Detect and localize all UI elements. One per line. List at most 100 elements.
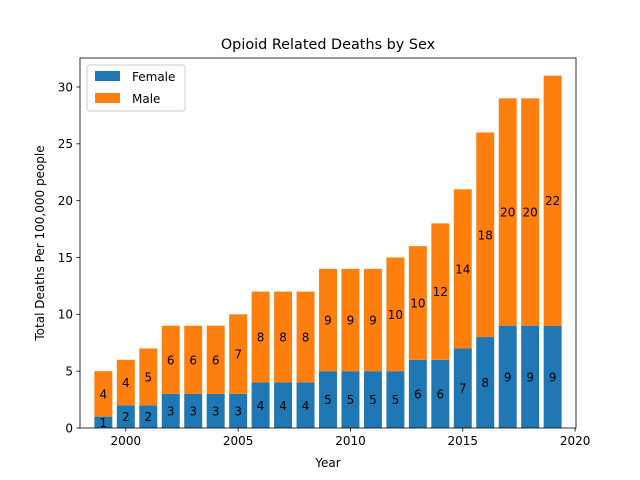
x-axis-label: Year xyxy=(314,456,340,470)
data-label-male-1999: 4 xyxy=(100,387,108,401)
data-label-male-2013: 10 xyxy=(410,296,425,310)
data-label-male-2009: 9 xyxy=(324,314,332,328)
bar-male-2009 xyxy=(319,268,337,372)
bar-male-2017 xyxy=(498,98,517,326)
data-label-male-2000: 4 xyxy=(122,376,130,390)
legend: Female Male xyxy=(86,64,186,112)
bar-female-2000 xyxy=(116,405,135,428)
bar-female-1999 xyxy=(94,416,113,428)
bar-female-2004 xyxy=(206,393,225,428)
data-label-female-2012: 5 xyxy=(392,393,400,407)
y-axis-ticks: 0 5 10 15 20 25 30 xyxy=(58,80,80,435)
x-tick-label: 2000 xyxy=(111,434,142,448)
data-label-female-2018: 9 xyxy=(526,370,534,384)
bar-male-2004 xyxy=(206,325,225,394)
bar-female-2010 xyxy=(341,371,360,428)
data-label-female-1999: 1 xyxy=(100,416,108,430)
data-label-male-2008: 8 xyxy=(302,331,310,345)
data-label-male-2019: 22 xyxy=(545,194,560,208)
bars xyxy=(94,75,562,428)
data-label-male-2003: 6 xyxy=(189,353,197,367)
x-tick-label: 2010 xyxy=(335,434,366,448)
data-label-female-2002: 3 xyxy=(167,404,175,418)
data-label-female-2003: 3 xyxy=(189,404,197,418)
data-label-female-2000: 2 xyxy=(122,410,130,424)
bar-female-2016 xyxy=(476,337,495,428)
data-label-female-2005: 3 xyxy=(234,404,242,418)
bar-female-2002 xyxy=(161,393,180,428)
data-label-male-2007: 8 xyxy=(279,331,287,345)
data-label-female-2009: 5 xyxy=(324,393,332,407)
y-tick-label: 20 xyxy=(58,194,73,208)
data-label-female-2019: 9 xyxy=(549,370,557,384)
data-label-male-2006: 8 xyxy=(257,331,265,345)
data-label-male-2002: 6 xyxy=(167,353,175,367)
bar-male-1999 xyxy=(94,371,113,417)
bar-female-2005 xyxy=(229,393,248,428)
x-tick-label: 2015 xyxy=(448,434,479,448)
axes-frame xyxy=(79,57,577,429)
data-label-female-2015: 7 xyxy=(459,382,467,396)
data-label-male-2010: 9 xyxy=(347,314,355,328)
bar-male-2000 xyxy=(116,359,135,406)
bar-male-2013 xyxy=(408,246,427,360)
data-labels: 1424253636363748484859595951061061271481… xyxy=(100,194,561,430)
bar-male-2007 xyxy=(274,291,293,383)
data-label-male-2012: 10 xyxy=(388,308,403,322)
bar-male-2005 xyxy=(229,314,248,394)
legend-label-female: Female xyxy=(132,70,175,84)
data-label-male-2014: 12 xyxy=(433,285,448,299)
data-label-female-2008: 4 xyxy=(302,399,310,413)
data-label-female-2014: 6 xyxy=(436,387,444,401)
bar-male-2006 xyxy=(251,291,270,383)
bar-male-2011 xyxy=(363,268,382,372)
data-label-female-2013: 6 xyxy=(414,387,422,401)
bar-male-2003 xyxy=(184,325,203,394)
data-label-male-2004: 6 xyxy=(212,353,220,367)
y-tick-label: 30 xyxy=(58,80,73,94)
bar-female-2009 xyxy=(319,371,337,428)
bar-female-2012 xyxy=(386,371,405,428)
data-label-female-2010: 5 xyxy=(347,393,355,407)
chart-title: Opioid Related Deaths by Sex xyxy=(221,37,436,53)
bar-male-2012 xyxy=(386,257,405,372)
bar-male-2015 xyxy=(453,189,472,349)
data-label-female-2016: 8 xyxy=(481,376,489,390)
data-label-female-2004: 3 xyxy=(212,404,220,418)
data-label-male-2015: 14 xyxy=(455,262,470,276)
data-label-male-2018: 20 xyxy=(523,206,538,220)
y-tick-label: 0 xyxy=(65,421,73,435)
y-tick-label: 5 xyxy=(65,364,73,378)
data-label-male-2016: 18 xyxy=(478,228,493,242)
bar-female-2006 xyxy=(251,382,270,428)
bar-female-2001 xyxy=(139,405,158,428)
bar-male-2014 xyxy=(431,223,450,360)
bar-female-2008 xyxy=(296,382,315,428)
data-label-female-2001: 2 xyxy=(144,410,152,424)
data-label-female-2011: 5 xyxy=(369,393,377,407)
x-tick-label: 2005 xyxy=(223,434,254,448)
bar-female-2003 xyxy=(184,393,203,428)
data-label-female-2017: 9 xyxy=(504,370,512,384)
data-label-female-2007: 4 xyxy=(279,399,287,413)
bar-male-2002 xyxy=(161,325,180,394)
legend-swatch-female xyxy=(95,71,120,81)
bar-female-2017 xyxy=(498,325,517,428)
data-label-male-2005: 7 xyxy=(234,348,242,362)
bar-male-2008 xyxy=(296,291,315,383)
legend-swatch-male xyxy=(95,93,120,103)
data-label-male-2017: 20 xyxy=(500,206,515,220)
legend-label-male: Male xyxy=(132,92,160,106)
y-tick-label: 15 xyxy=(58,251,73,265)
bar-female-2019 xyxy=(543,325,562,428)
y-tick-label: 10 xyxy=(58,308,73,322)
bar-male-2019 xyxy=(543,75,562,326)
bar-female-2007 xyxy=(274,382,293,428)
bar-female-2011 xyxy=(363,371,382,428)
x-tick-label: 2020 xyxy=(560,434,591,448)
x-axis-ticks: 2000 2005 2010 2015 2020 xyxy=(111,428,591,448)
data-label-male-2011: 9 xyxy=(369,314,377,328)
bar-male-2001 xyxy=(139,348,158,406)
bar-male-2010 xyxy=(341,268,360,372)
